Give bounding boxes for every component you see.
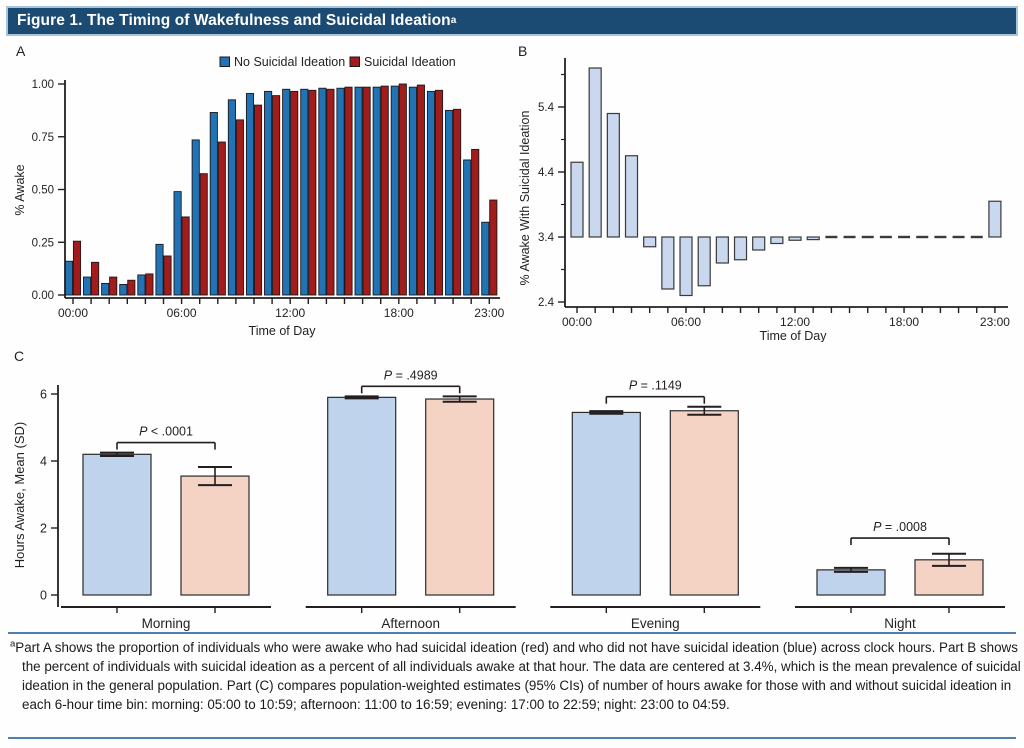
- svg-text:% Awake: % Awake: [13, 164, 27, 215]
- figure-bottom-rule: [8, 737, 1016, 739]
- panel-b-suicidal-ideation-chart: B 2.4 3.4 4.4 5.4 00:00 06:00 12:00 18:00 23:00 Ti…: [518, 43, 1010, 342]
- svg-text:P < .0001: P < .0001: [139, 425, 193, 439]
- svg-text:Afternoon: Afternoon: [381, 616, 440, 631]
- svg-text:06:00: 06:00: [167, 306, 197, 320]
- svg-text:Hours Awake, Mean (SD): Hours Awake, Mean (SD): [12, 422, 27, 568]
- svg-text:Time of Day: Time of Day: [249, 324, 317, 338]
- svg-text:Time of Day: Time of Day: [760, 329, 828, 342]
- svg-text:1.00: 1.00: [32, 79, 54, 91]
- svg-text:Suicidal Ideation: Suicidal Ideation: [364, 55, 456, 69]
- svg-text:4: 4: [40, 455, 47, 469]
- svg-text:Night: Night: [884, 616, 916, 631]
- svg-text:A: A: [16, 43, 26, 59]
- svg-text:0.75: 0.75: [32, 132, 54, 144]
- svg-text:P = .4989: P = .4989: [384, 368, 438, 382]
- svg-text:3.4: 3.4: [538, 232, 555, 244]
- svg-text:0.00: 0.00: [32, 290, 54, 302]
- panel-c-hours-awake-chart: C 0 2 4 6 Hours Awake, Mean (SD) Morning P < .0…: [12, 348, 1005, 631]
- svg-text:B: B: [518, 43, 527, 59]
- svg-text:23:00: 23:00: [474, 306, 504, 320]
- footnote-text: Part A shows the proportion of individua…: [15, 640, 1021, 712]
- svg-text:P = .1149: P = .1149: [629, 379, 682, 393]
- svg-text:P = .0008: P = .0008: [873, 520, 927, 534]
- footnote-superscript: a: [10, 638, 16, 650]
- svg-text:No Suicidal Ideation: No Suicidal Ideation: [234, 55, 345, 69]
- svg-text:06:00: 06:00: [671, 315, 701, 329]
- svg-text:2: 2: [40, 522, 47, 536]
- svg-text:0: 0: [40, 589, 47, 603]
- svg-text:23:00: 23:00: [980, 315, 1010, 329]
- svg-text:12:00: 12:00: [275, 306, 305, 320]
- footnote-top-rule: [8, 632, 1016, 634]
- panel-a-wakefulness-chart: A No Suicidal Ideation Suicidal Ideation 0.…: [13, 43, 505, 338]
- svg-text:Evening: Evening: [631, 616, 680, 631]
- svg-text:00:00: 00:00: [562, 315, 592, 329]
- svg-text:0.50: 0.50: [32, 185, 54, 197]
- svg-text:5.4: 5.4: [538, 102, 555, 114]
- svg-text:0.25: 0.25: [32, 237, 54, 249]
- svg-text:18:00: 18:00: [384, 306, 414, 320]
- figure-title: Figure 1. The Timing of Wakefulness and …: [17, 12, 451, 29]
- svg-text:18:00: 18:00: [889, 315, 919, 329]
- svg-text:6: 6: [40, 388, 47, 402]
- svg-text:Morning: Morning: [142, 616, 191, 631]
- svg-text:12:00: 12:00: [780, 315, 810, 329]
- svg-text:2.4: 2.4: [538, 297, 555, 309]
- svg-text:C: C: [14, 348, 24, 364]
- svg-text:% Awake With Suicidal Ideation: % Awake With Suicidal Ideation: [518, 111, 532, 286]
- figure-footnote: aPart A shows the proportion of individu…: [10, 638, 1024, 714]
- figure-title-bar: Figure 1. The Timing of Wakefulness and …: [6, 6, 1018, 36]
- svg-text:4.4: 4.4: [538, 167, 555, 179]
- svg-text:00:00: 00:00: [58, 306, 88, 320]
